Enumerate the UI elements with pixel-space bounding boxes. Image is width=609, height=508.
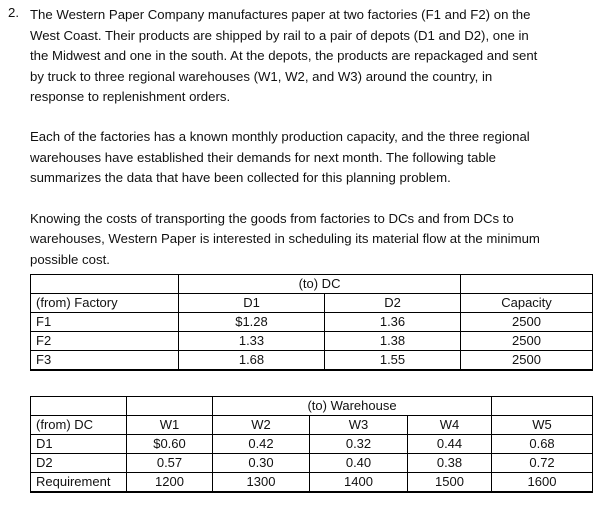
- column-header: D2: [323, 293, 462, 313]
- row-label: D2: [30, 453, 127, 473]
- table-cell: 2500: [460, 350, 594, 371]
- table-cell-blank: [30, 396, 127, 416]
- table-cell: 1400: [309, 472, 408, 493]
- column-header: (from) DC: [30, 415, 127, 435]
- row-label: F1: [30, 312, 179, 332]
- table-cell: 1200: [126, 472, 213, 493]
- text-line: warehouses, Western Paper is interested …: [30, 231, 540, 247]
- table-header-row: (from) Factory D1 D2 Capacity: [30, 293, 594, 313]
- column-header: (from) Factory: [30, 293, 179, 313]
- table-cell: 0.57: [126, 453, 213, 473]
- row-label: F2: [30, 331, 179, 351]
- table-group-header-row: (to) DC: [30, 274, 594, 294]
- text-line: West Coast. Their products are shipped b…: [30, 27, 529, 43]
- column-header: W3: [309, 415, 408, 435]
- table-cell: 1600: [491, 472, 594, 493]
- dc-to-warehouse-table: (to) Warehouse (from) DC W1 W2 W3 W4 W5 …: [30, 396, 594, 493]
- row-label: D1: [30, 434, 127, 454]
- column-header: W1: [126, 415, 213, 435]
- table-row: D2 0.57 0.30 0.40 0.38 0.72: [30, 453, 594, 473]
- text-line: by truck to three regional warehouses (W…: [30, 68, 493, 84]
- table-cell: 0.38: [406, 453, 493, 473]
- table-group-header-row: (to) Warehouse: [30, 396, 594, 416]
- paragraph-3: Knowing the costs of transporting the go…: [30, 209, 602, 271]
- problem-2: 2. The Western Paper Company manufacture…: [8, 5, 602, 271]
- table-cell-blank: [491, 396, 594, 416]
- table-cell: $1.28: [178, 312, 325, 332]
- table-cell: 0.44: [406, 434, 493, 454]
- table-row: D1 $0.60 0.42 0.32 0.44 0.68: [30, 434, 594, 454]
- table-cell: 1.68: [178, 350, 325, 371]
- column-header: Capacity: [460, 293, 594, 313]
- column-header: W4: [406, 415, 493, 435]
- table-cell-blank: [460, 274, 594, 294]
- table-cell: 0.42: [212, 434, 310, 454]
- table-cell: $0.60: [126, 434, 213, 454]
- table-row: Requirement 1200 1300 1400 1500 1600: [30, 472, 594, 493]
- text-line: Each of the factories has a known monthl…: [30, 128, 530, 144]
- table-row: F1 $1.28 1.36 2500: [30, 312, 594, 332]
- table-cell: 1.55: [323, 350, 462, 371]
- row-label: Requirement: [30, 472, 127, 493]
- column-header: D1: [178, 293, 325, 313]
- text-line: summarizes the data that have been colle…: [30, 170, 451, 186]
- table-cell: 2500: [460, 331, 594, 351]
- table-row: F2 1.33 1.38 2500: [30, 331, 594, 351]
- text-line: possible cost.: [30, 251, 110, 267]
- group-header-to-dc: (to) DC: [177, 274, 462, 294]
- table-cell: 0.68: [491, 434, 594, 454]
- table-row: F3 1.68 1.55 2500: [30, 350, 594, 371]
- table-cell: 1300: [212, 472, 310, 493]
- text-line: response to replenishment orders.: [30, 89, 231, 105]
- text-line: the Midwest and one in the south. At the…: [30, 48, 538, 64]
- row-label: F3: [30, 350, 179, 371]
- problem-number: 2.: [8, 5, 19, 20]
- table-cell: 1500: [406, 472, 493, 493]
- table-cell: 1.38: [323, 331, 462, 351]
- table-header-row: (from) DC W1 W2 W3 W4 W5: [30, 415, 594, 435]
- table-cell: 0.32: [309, 434, 408, 454]
- table-cell: 0.40: [309, 453, 408, 473]
- table-cell-blank: [126, 396, 213, 416]
- table-cell: 2500: [460, 312, 594, 332]
- column-header: W2: [212, 415, 310, 435]
- table-cell: 1.33: [178, 331, 325, 351]
- paragraph-2: Each of the factories has a known monthl…: [30, 127, 602, 189]
- text-line: warehouses have established their demand…: [30, 149, 496, 165]
- text-line: Knowing the costs of transporting the go…: [30, 210, 514, 226]
- table-cell: 1.36: [323, 312, 462, 332]
- table-cell: 0.30: [212, 453, 310, 473]
- table-cell-blank: [30, 274, 179, 294]
- factory-to-dc-table: (to) DC (from) Factory D1 D2 Capacity F1…: [30, 274, 594, 371]
- paragraph-1: The Western Paper Company manufactures p…: [30, 5, 602, 108]
- table-cell: 0.72: [491, 453, 594, 473]
- column-header: W5: [491, 415, 594, 435]
- group-header-to-warehouse: (to) Warehouse: [211, 396, 493, 416]
- text-line: The Western Paper Company manufactures p…: [30, 7, 531, 22]
